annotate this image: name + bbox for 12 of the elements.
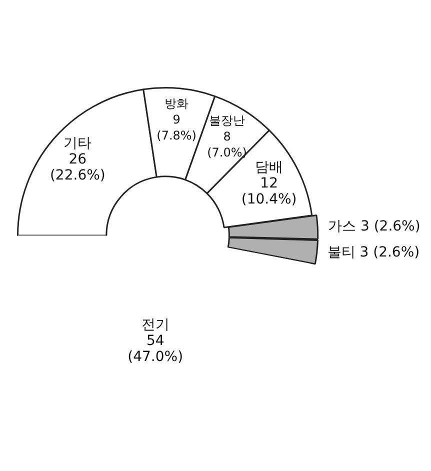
slice-label: 기타: [64, 136, 92, 152]
data-label: 12 (10.4%): [241, 175, 297, 208]
data-label: 54 (47.0%): [128, 333, 184, 366]
data-label: 8 (7.0%): [207, 129, 247, 160]
slice-label: 담배: [255, 159, 284, 176]
slice-label: 가스 3 (2.6%): [328, 218, 420, 235]
slice-label: 전기: [141, 317, 170, 334]
data-label: 9 (7.8%): [156, 112, 196, 142]
slice-label: 불장난: [209, 113, 246, 128]
slice-label: 방화: [164, 96, 189, 110]
data-label: 26 (22.6%): [50, 152, 106, 184]
slice-label: 불티 3 (2.6%): [327, 244, 420, 260]
